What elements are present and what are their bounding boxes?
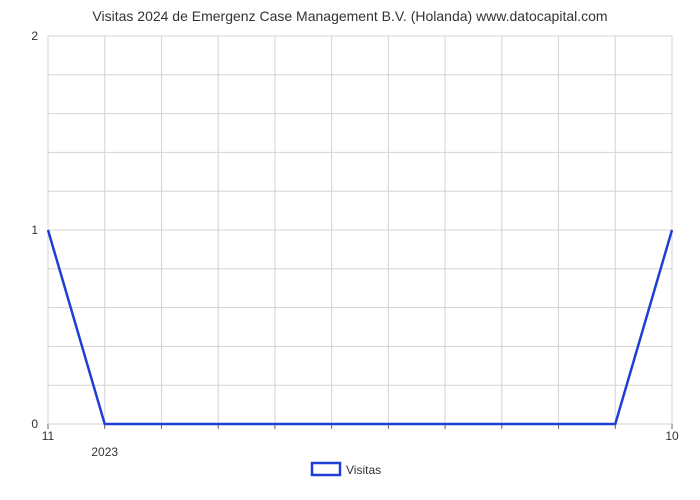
x-tick-label: 10 xyxy=(665,429,679,443)
data-series-line xyxy=(48,230,672,424)
y-tick-label: 1 xyxy=(31,223,38,237)
x-secondary-label: 2023 xyxy=(91,445,118,459)
chart-title: Visitas 2024 de Emergenz Case Management… xyxy=(0,8,700,24)
y-tick-label: 2 xyxy=(31,29,38,43)
x-tick-label: 11 xyxy=(42,429,55,443)
legend-label: Visitas xyxy=(346,463,381,477)
legend-swatch xyxy=(312,463,340,475)
y-tick-label: 0 xyxy=(31,417,38,431)
chart-container: Visitas 2024 de Emergenz Case Management… xyxy=(0,0,700,500)
line-chart: 11 2023 10 0 1 2 Visitas xyxy=(0,0,700,500)
